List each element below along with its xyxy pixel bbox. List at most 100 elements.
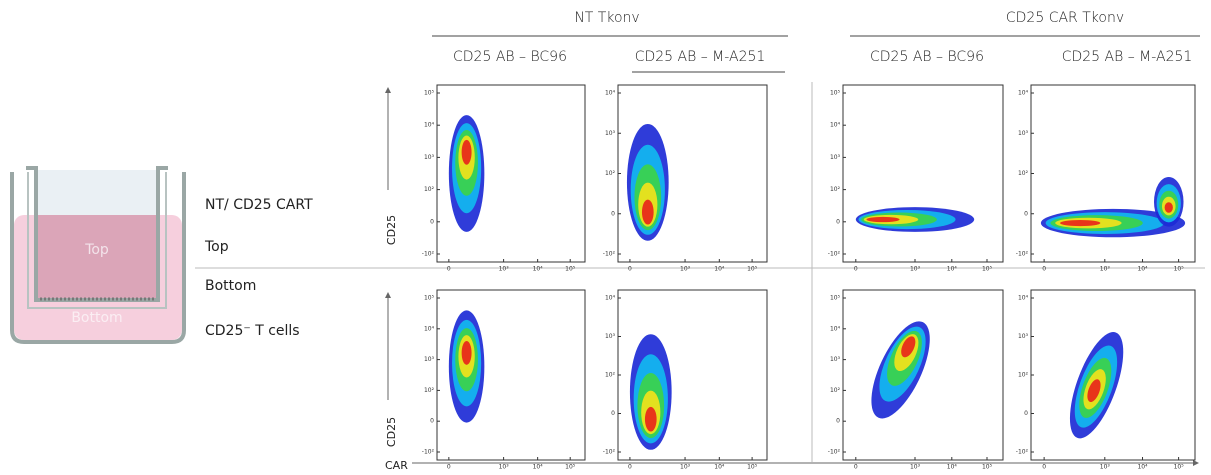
row-label: CD25⁻ T cells — [205, 323, 300, 339]
x-tick-label: 10⁵ — [1174, 464, 1185, 471]
x-tick-label: 10³ — [910, 464, 921, 471]
x-tick-label: 10³ — [680, 266, 691, 273]
y-tick-label: 10² — [1018, 372, 1029, 379]
y-tick-label: 10³ — [605, 130, 616, 137]
x-tick-label: 10⁴ — [533, 464, 544, 471]
density-layer — [461, 340, 472, 365]
density-layer — [644, 406, 657, 432]
y-tick-label: 10³ — [605, 333, 616, 340]
y-tick-label: 10⁴ — [605, 90, 616, 97]
y-tick-label: 10³ — [424, 356, 435, 363]
density-plot: 10⁵ 10⁴ 10³ 10² 0 -10² 0 10³ 10⁴ 10⁵ — [422, 289, 586, 471]
density-plot: 10⁴ 10³ 10² 0 -10² 0 10³ 10⁴ 10⁵ — [1016, 84, 1196, 273]
x-tick-label: 10⁴ — [947, 464, 958, 471]
y-tick-label: 0 — [1024, 210, 1028, 217]
column-title: CD25 AB – M-A251 — [1062, 49, 1193, 65]
y-tick-label: 10⁴ — [424, 122, 435, 129]
y-axis-label: CD25 — [385, 417, 398, 447]
x-tick-label: 10⁴ — [1137, 266, 1148, 273]
y-tick-label: 0 — [430, 418, 434, 425]
x-tick-label: 10³ — [499, 266, 510, 273]
y-tick-label: 10⁴ — [830, 122, 841, 129]
row-label: Bottom — [205, 278, 256, 294]
x-tick-label: 10⁵ — [565, 266, 576, 273]
y-tick-label: 10⁵ — [424, 90, 435, 97]
y-tick-label: 10⁵ — [830, 90, 841, 97]
y-tick-label: -10² — [828, 449, 841, 456]
transwell-bottom-label: Bottom — [71, 310, 122, 326]
x-tick-label: 10⁵ — [747, 266, 758, 273]
y-tick-label: 10³ — [1018, 130, 1029, 137]
y-tick-label: 0 — [836, 218, 840, 225]
y-tick-label: 10⁴ — [424, 325, 435, 332]
y-tick-label: 10³ — [1018, 333, 1029, 340]
y-tick-label: 10³ — [830, 154, 841, 161]
density-plot: 10⁴ 10³ 10² 0 -10² 0 10³ 10⁴ 10⁵ — [603, 84, 768, 273]
x-tick-label: 10³ — [680, 464, 691, 471]
x-tick-label: 0 — [1042, 266, 1046, 273]
y-tick-label: 10² — [424, 387, 435, 394]
y-tick-label: -10² — [603, 251, 616, 258]
y-tick-label: 10⁴ — [1018, 295, 1029, 302]
transwell-top-label: Top — [84, 242, 109, 258]
y-tick-label: 10⁵ — [830, 295, 841, 302]
density-plot: 10⁴ 10³ 10² 0 -10² 0 10³ 10⁴ 10⁵ — [603, 289, 768, 471]
row-label: NT/ CD25 CART — [205, 197, 313, 213]
x-tick-label: 0 — [447, 266, 451, 273]
x-tick-label: 10⁵ — [982, 464, 993, 471]
x-tick-label: 0 — [854, 266, 858, 273]
x-tick-label: 0 — [628, 266, 632, 273]
density-plot: 10⁵ 10⁴ 10³ 10² 0 -10² 0 10³ 10⁴ 10⁵ — [422, 84, 586, 273]
column-title: CD25 AB – BC96 — [453, 49, 567, 65]
x-tick-label: 10⁵ — [565, 464, 576, 471]
y-tick-label: 10⁵ — [424, 295, 435, 302]
y-tick-label: 10² — [830, 387, 841, 394]
density-plot: 10⁴ 10³ 10² 0 -10² 0 10³ 10⁴ 10⁵ — [1016, 289, 1196, 471]
y-tick-label: 10² — [605, 372, 616, 379]
y-tick-label: 10² — [1018, 170, 1029, 177]
density-layer — [641, 199, 654, 225]
y-tick-label: 0 — [611, 410, 615, 417]
x-tick-label: 10³ — [910, 266, 921, 273]
group-title: NT Tkonv — [574, 10, 639, 26]
x-tick-label: 10⁴ — [947, 266, 958, 273]
y-axis-label: CD25 — [385, 215, 398, 245]
y-tick-label: -10² — [422, 251, 435, 258]
x-tick-label: 10⁵ — [1174, 266, 1185, 273]
x-axis-label: CAR — [385, 459, 408, 472]
x-tick-label: 0 — [447, 464, 451, 471]
density-layer — [1059, 220, 1101, 227]
y-tick-label: -10² — [603, 449, 616, 456]
y-tick-label: 10³ — [424, 154, 435, 161]
density-plot: 10⁵ 10⁴ 10³ 10² 0 -10² 0 10³ 10⁴ 10⁵ — [828, 289, 1004, 471]
density-layer — [1164, 202, 1173, 213]
x-tick-label: 10³ — [1100, 464, 1111, 471]
density-layer — [901, 336, 916, 358]
transwell-diagram: Top Bottom — [10, 166, 186, 344]
y-tick-label: 0 — [1024, 410, 1028, 417]
density-layer — [461, 139, 472, 165]
plot-frame — [842, 289, 1004, 461]
density-layer — [1087, 379, 1101, 403]
y-tick-label: -10² — [1016, 251, 1029, 258]
x-tick-label: 10⁵ — [747, 464, 758, 471]
x-tick-label: 10⁵ — [982, 266, 993, 273]
density-plot: 10⁵ 10⁴ 10³ 10² 0 -10² 0 10³ 10⁴ 10⁵ — [828, 84, 1004, 273]
y-tick-label: 10² — [424, 186, 435, 193]
y-tick-label: 10⁴ — [605, 295, 616, 302]
x-tick-label: 10³ — [499, 464, 510, 471]
x-tick-label: 10⁴ — [714, 266, 725, 273]
y-tick-label: 10³ — [830, 356, 841, 363]
y-tick-label: 10⁴ — [830, 325, 841, 332]
density-layer — [866, 216, 900, 223]
x-tick-label: 10³ — [1100, 266, 1111, 273]
x-tick-label: 0 — [1042, 464, 1046, 471]
y-tick-label: -10² — [422, 449, 435, 456]
x-tick-label: 0 — [628, 464, 632, 471]
y-tick-label: 10² — [830, 186, 841, 193]
row-label: Top — [204, 239, 229, 255]
x-tick-label: 10⁴ — [1137, 464, 1148, 471]
y-tick-label: 0 — [611, 210, 615, 217]
x-tick-label: 10⁴ — [533, 266, 544, 273]
